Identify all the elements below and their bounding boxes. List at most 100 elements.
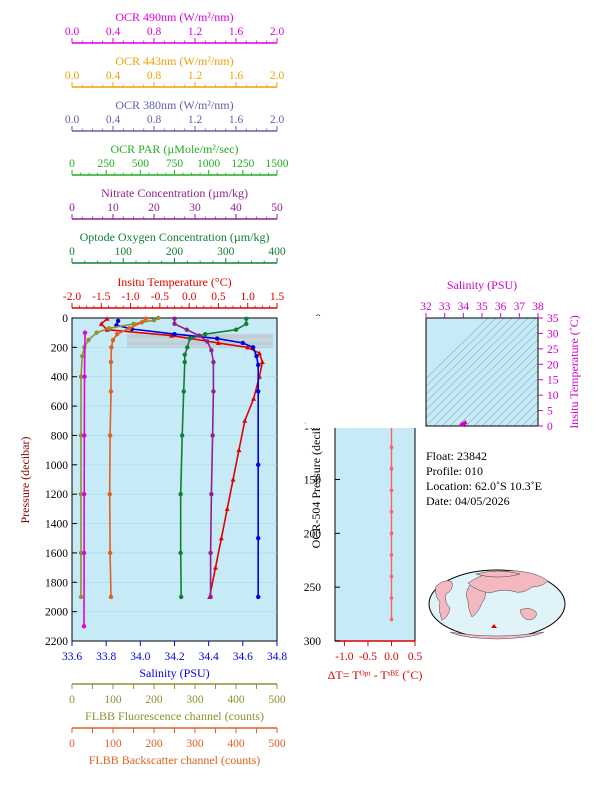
series-marker (172, 321, 177, 327)
series-marker (179, 433, 185, 438)
series-marker (256, 362, 261, 368)
ts-y-tick-label: 25 (547, 344, 559, 356)
series-2 (178, 316, 249, 600)
bottom-axis-tick-label: 0 (69, 738, 75, 750)
bottom-axis-tick-label: 0 (69, 694, 75, 706)
series-marker (169, 333, 175, 338)
series-marker (181, 389, 186, 394)
series-marker (250, 345, 256, 350)
bottom-axis-tick-label: 200 (145, 738, 163, 750)
top-axis-5: Optode Oxygen Concentration (µm/kg) 0 100 2… (69, 230, 286, 264)
bottom-axis-tick-label: 34.8 (267, 651, 287, 663)
top-axis-label: Insitu Temperature (°C) (117, 275, 231, 289)
top-axis-tick-label: 1.2 (188, 70, 203, 82)
top-axis-tick-label: -0.5 (151, 291, 169, 303)
series-marker (218, 535, 224, 541)
series-marker (82, 374, 87, 379)
series-marker (78, 433, 84, 438)
top-axis-tick-label: 0.4 (106, 114, 121, 126)
main-series (78, 315, 273, 629)
series-line (173, 318, 215, 597)
main-gridlines (72, 347, 277, 612)
ocr-y-tick-label: 300 (304, 636, 322, 648)
main-y-axis: 0 200 400 600 800 1000 1200 1400 1600 1800 2000 220… (45, 313, 77, 648)
series-marker (233, 327, 239, 332)
main-y-tick-label: 1800 (45, 577, 68, 589)
main-y-label: Pressure (decibar) (18, 437, 32, 524)
date-text: Date: 04/05/2026 (426, 494, 510, 508)
series-marker (94, 330, 99, 335)
ts-y-tick-label: 5 (547, 406, 553, 418)
bottom-axis-tick-label: 33.6 (62, 651, 82, 663)
bottom-axis-tick-label: 400 (227, 694, 245, 706)
main-plot-area (71, 317, 278, 642)
series-marker (114, 331, 120, 337)
series-marker (254, 353, 259, 359)
main-y-tick-label: 400 (51, 372, 69, 384)
top-axis-tick-label: -1.0 (121, 291, 139, 303)
series-marker (213, 565, 218, 570)
ts-axes: 32 33 34 35 36 37 38 0 5 10 15 20 25 30 35 (420, 301, 559, 433)
series-marker (82, 491, 87, 497)
series-marker (78, 594, 84, 600)
top-axis-tick-label: 30 (189, 202, 201, 214)
top-axis-tick-label: 250 (98, 158, 116, 170)
bottom-axis-tick-label: 100 (104, 694, 122, 706)
top-axis-tick-label: 750 (166, 158, 184, 170)
ts-x-tick-label: 32 (420, 301, 432, 313)
series-marker (182, 352, 187, 357)
ocr-y-tick-label: 250 (304, 582, 322, 594)
series-marker (209, 491, 214, 497)
series-marker (151, 318, 157, 323)
series-marker (143, 316, 148, 321)
top-axis-tick-label: 40 (230, 202, 242, 214)
top-axis-tick-label: 20 (148, 202, 160, 214)
ts-clip-left (306, 316, 426, 428)
top-axis-tick-label: 0.4 (106, 26, 121, 38)
ts-contour (433, 317, 545, 427)
top-axis-tick-label: 1000 (197, 158, 220, 170)
series-marker (187, 336, 193, 341)
top-axis-label: OCR PAR (µMole/m²/sec) (110, 142, 238, 156)
top-axis-tick-label: 1.2 (188, 26, 203, 38)
series-marker (196, 333, 202, 338)
series-marker (178, 550, 183, 556)
top-axis-tick-label: 2.0 (270, 26, 285, 38)
main-y-tick-label: 600 (51, 401, 69, 413)
series-marker (106, 326, 112, 331)
ts-y-tick-label: 35 (547, 313, 559, 325)
top-axis-tick-label: 200 (166, 246, 184, 258)
series-marker (80, 353, 85, 359)
top-axis-label: Optode Oxygen Concentration (µm/kg) (80, 230, 270, 244)
ts-contour (441, 317, 553, 427)
bottom-axis-tick-label: 200 (145, 694, 163, 706)
ts-points (458, 419, 468, 427)
series-marker (230, 477, 236, 482)
top-axis-1: OCR 443nm (W/m²/nm) 0.0 0.4 0.8 1.2 1.6 2.0 (65, 54, 284, 88)
main-y-tick-label: 800 (51, 430, 69, 442)
series-marker (208, 550, 213, 556)
series-marker (78, 491, 84, 497)
bottom-axis-tick-label: 33.8 (96, 651, 116, 663)
main-y-tick-label: 1600 (45, 548, 68, 560)
series-6 (81, 330, 88, 629)
series-marker (78, 550, 84, 556)
top-axis-2: OCR 380nm (W/m²/nm) 0.0 0.4 0.8 1.2 1.6 2.0 (65, 98, 284, 132)
bottom-axis-tick-label: 100 (104, 738, 122, 750)
bottom-axis-label: FLBB Fluorescence channel (counts) (85, 709, 264, 723)
series-marker (244, 316, 249, 321)
ts-y-tick-label: 0 (547, 421, 553, 433)
ts-y-tick-label: 20 (547, 359, 559, 371)
profile-text: Profile: 010 (426, 464, 483, 478)
bottom-axes: 33.6 33.8 34.0 34.2 34.4 34.6 34.8 Salinity (PS… (62, 641, 287, 767)
series-0 (98, 316, 265, 599)
map-land-arctic (475, 570, 521, 578)
series-marker (184, 327, 189, 332)
dt-marker (389, 531, 394, 536)
top-axis-label: OCR 490nm (W/m²/nm) (115, 10, 233, 24)
top-axis-tick-label: 50 (271, 202, 283, 214)
series-marker (182, 359, 187, 365)
dt-marker (389, 466, 394, 471)
series-marker (242, 418, 248, 423)
